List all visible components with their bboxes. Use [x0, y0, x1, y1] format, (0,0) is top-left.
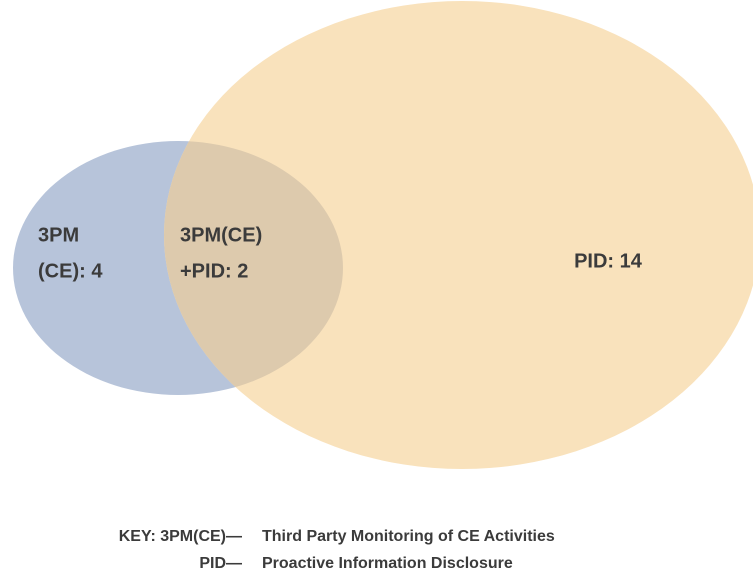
region-label: 3PM(CE): [180, 224, 262, 246]
key-term: KEY: 3PM(CE)—: [119, 528, 242, 545]
set-pid: [164, 1, 753, 469]
key-definition: Proactive Information Disclosure: [262, 555, 513, 572]
key-definition: Third Party Monitoring of CE Activities: [262, 528, 555, 545]
region-label: PID: 14: [574, 250, 643, 272]
key-term: PID—: [199, 555, 242, 572]
region-label: 3PM: [38, 224, 79, 246]
region-label: +PID: 2: [180, 260, 248, 282]
region-label: (CE): 4: [38, 260, 103, 282]
